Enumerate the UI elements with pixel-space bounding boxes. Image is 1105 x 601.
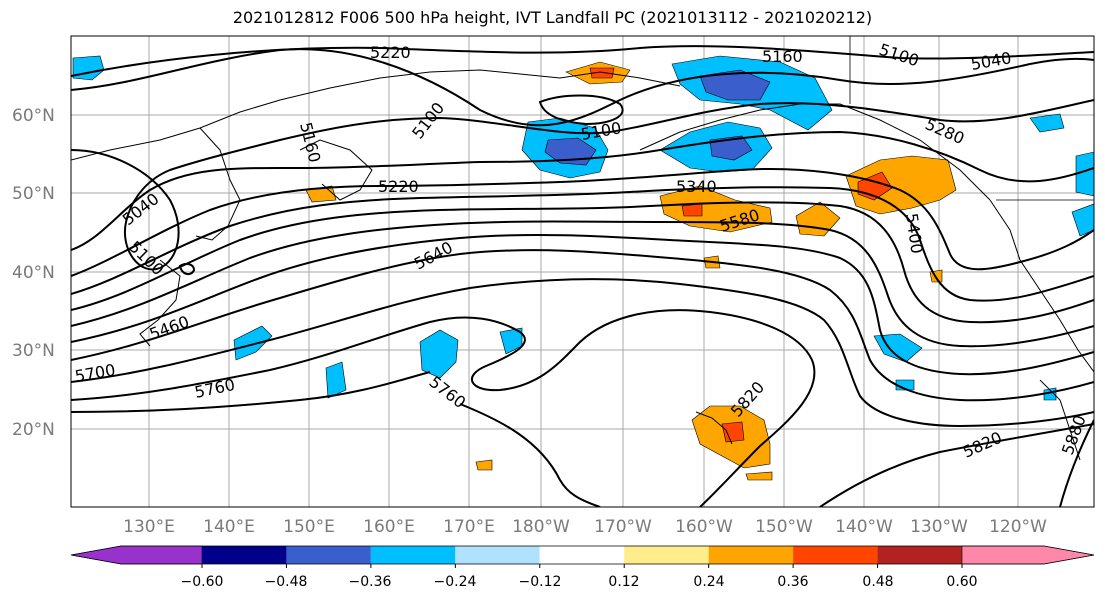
colorbar-segment xyxy=(624,546,709,564)
political-borders xyxy=(849,36,1094,201)
contour-line xyxy=(71,201,1094,324)
colorbar-segment xyxy=(961,545,1095,565)
coastline-north-america xyxy=(989,199,1094,373)
ivt-positive-core xyxy=(721,421,745,443)
lon-label: 150°W xyxy=(755,517,813,537)
lat-label: 50°N xyxy=(12,184,55,204)
contour-line xyxy=(71,99,1094,271)
colorbar-outline xyxy=(70,545,1095,565)
lon-label: 170°E xyxy=(443,517,495,537)
contour-line xyxy=(71,186,1094,302)
coastline-kamchatka xyxy=(299,139,373,201)
map-frame xyxy=(70,35,1095,508)
contour-line xyxy=(71,48,1094,127)
contour-line xyxy=(71,249,1094,402)
colorbar-tick-label: −0.12 xyxy=(519,574,562,590)
lon-label: 130°E xyxy=(123,517,175,537)
colorbar-segment xyxy=(877,546,962,564)
colorbar-segment xyxy=(539,546,625,564)
contour-line xyxy=(71,309,816,507)
ivt-negative-region xyxy=(419,329,459,379)
colorbar-tick-label: 0.48 xyxy=(862,574,893,590)
contour-line xyxy=(819,423,1094,507)
colorbar-segment xyxy=(455,546,540,564)
coastline-siberia xyxy=(71,69,681,161)
ivt-positive-core xyxy=(589,67,615,79)
colorbar-tick-label: −0.60 xyxy=(181,574,224,590)
colorbar-tick-label: −0.48 xyxy=(265,574,308,590)
colorbar-tick-label: −0.36 xyxy=(349,574,392,590)
contour-line xyxy=(71,233,1094,376)
map-title: 2021012812 F006 500 hPa height, IVT Land… xyxy=(232,8,873,27)
ivt-shading xyxy=(72,55,1094,481)
colorbar-tick-label: 0.60 xyxy=(946,574,977,590)
ivt-negative-region xyxy=(873,333,923,363)
colorbar-segment xyxy=(202,546,287,564)
contour-line xyxy=(71,45,1094,77)
colorbar-ticks: −0.60 −0.48 −0.36 −0.24 −0.12 0.12 0.24 … xyxy=(181,574,978,590)
lat-label: 60°N xyxy=(12,106,55,126)
lon-label: 140°W xyxy=(835,517,893,537)
ivt-positive-region xyxy=(745,471,773,481)
contour-line xyxy=(1059,419,1094,507)
ivt-negative-core xyxy=(709,135,753,161)
lon-label: 150°E xyxy=(283,517,335,537)
contour-line xyxy=(71,278,1094,428)
contour-line xyxy=(71,130,1094,251)
longitude-labels: 130°E 140°E 150°E 160°E 170°E 180°W 170°… xyxy=(123,517,1047,537)
ivt-negative-region xyxy=(1029,113,1065,133)
lon-label: 160°E xyxy=(363,517,415,537)
lon-label: 180°W xyxy=(512,517,570,537)
ivt-positive-core xyxy=(681,203,703,217)
lat-label: 20°N xyxy=(12,420,55,440)
contour-line xyxy=(538,94,624,126)
coastline-mexico xyxy=(1039,379,1081,461)
contour-label: 5220 xyxy=(378,177,419,196)
ivt-negative-region xyxy=(233,325,273,361)
contour-line xyxy=(71,167,1094,277)
contour-line xyxy=(178,262,196,276)
colorbar-tick-label: 0.24 xyxy=(693,574,724,590)
lon-label: 120°W xyxy=(989,517,1047,537)
contour-line xyxy=(71,371,601,507)
contour-labels: 5220 5160 5100 5040 5100 5160 5100 5220 … xyxy=(73,40,1089,462)
colorbar-segment xyxy=(370,546,456,564)
contour-label: 5340 xyxy=(676,177,717,196)
coastline-japan xyxy=(139,259,181,347)
colorbar-tick-label: 0.12 xyxy=(608,574,639,590)
lon-label: 140°E xyxy=(203,517,255,537)
colorbar-segments xyxy=(70,545,1095,568)
height-contours xyxy=(71,45,1094,507)
ivt-negative-region xyxy=(325,361,347,399)
lat-label: 40°N xyxy=(12,263,55,283)
latitude-labels: 60°N 50°N 40°N 30°N 20°N xyxy=(12,106,55,440)
colorbar-segment xyxy=(70,545,203,565)
ivt-positive-region xyxy=(475,459,493,471)
colorbar-segment xyxy=(793,546,878,564)
ivt-negative-region xyxy=(1043,387,1057,401)
lon-label: 130°W xyxy=(910,517,968,537)
colorbar: −0.60 −0.48 −0.36 −0.24 −0.12 0.12 0.24 … xyxy=(70,545,1095,590)
lat-label: 30°N xyxy=(12,341,55,361)
colorbar-segment xyxy=(286,546,371,564)
ivt-positive-region xyxy=(659,185,773,233)
contour-label: 5160 xyxy=(762,47,803,66)
ivt-negative-region xyxy=(1071,203,1094,237)
contour-line xyxy=(71,220,1094,348)
lon-label: 160°W xyxy=(675,517,733,537)
contour-label: 5220 xyxy=(370,43,411,62)
lon-label: 170°W xyxy=(594,517,652,537)
coastline-hawaii xyxy=(695,411,733,445)
ivt-negative-region xyxy=(1075,151,1094,197)
colorbar-segment xyxy=(708,546,794,564)
colorbar-tick-label: 0.36 xyxy=(777,574,808,590)
ivt-negative-core xyxy=(699,69,771,101)
colorbar-tick-label: −0.24 xyxy=(434,574,477,590)
